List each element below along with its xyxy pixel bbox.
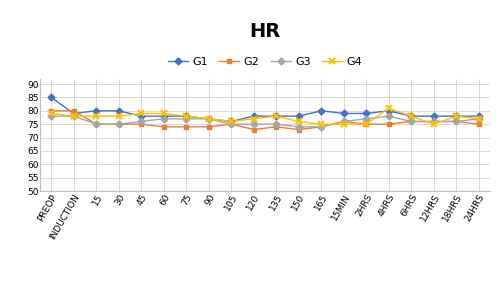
G4 — [341, 123, 347, 126]
G3 — [296, 125, 302, 128]
Line: G3: G3 — [49, 114, 481, 129]
G4 — [228, 120, 234, 123]
G2 — [161, 125, 167, 128]
G1 — [161, 114, 167, 118]
Line: G2: G2 — [49, 108, 481, 132]
G4 — [408, 114, 414, 118]
G1 — [273, 114, 279, 118]
G2 — [431, 120, 437, 123]
G3 — [476, 117, 482, 121]
G1 — [363, 112, 369, 115]
G1 — [93, 109, 99, 112]
G3 — [71, 114, 77, 118]
G1 — [183, 114, 189, 118]
G4 — [453, 114, 459, 118]
G2 — [408, 120, 414, 123]
G2 — [138, 123, 144, 126]
G2 — [341, 120, 347, 123]
G3 — [93, 123, 99, 126]
G1 — [71, 112, 77, 115]
G4 — [431, 123, 437, 126]
G2 — [48, 109, 54, 112]
G3 — [183, 117, 189, 121]
G3 — [206, 117, 212, 121]
G1 — [453, 114, 459, 118]
G4 — [93, 114, 99, 118]
G4 — [206, 117, 212, 121]
G1 — [476, 114, 482, 118]
G4 — [251, 117, 257, 121]
G4 — [138, 112, 144, 115]
G3 — [318, 125, 324, 128]
G2 — [93, 123, 99, 126]
G1 — [386, 109, 392, 112]
G3 — [273, 123, 279, 126]
G2 — [318, 125, 324, 128]
G2 — [273, 125, 279, 128]
G2 — [183, 125, 189, 128]
Title: HR: HR — [250, 22, 280, 41]
G3 — [48, 114, 54, 118]
G3 — [386, 114, 392, 118]
G2 — [116, 123, 122, 126]
G2 — [386, 123, 392, 126]
Line: G1: G1 — [49, 95, 481, 124]
G3 — [228, 123, 234, 126]
G1 — [48, 96, 54, 99]
G2 — [453, 120, 459, 123]
G3 — [138, 120, 144, 123]
G1 — [318, 109, 324, 112]
G2 — [363, 123, 369, 126]
G1 — [251, 114, 257, 118]
G4 — [48, 112, 54, 115]
G4 — [318, 123, 324, 126]
G4 — [296, 120, 302, 123]
G3 — [251, 123, 257, 126]
Legend: G1, G2, G3, G4: G1, G2, G3, G4 — [164, 53, 366, 72]
Line: G4: G4 — [48, 105, 482, 127]
G1 — [138, 114, 144, 118]
G3 — [408, 120, 414, 123]
G3 — [161, 117, 167, 121]
G1 — [116, 109, 122, 112]
G4 — [161, 112, 167, 115]
G3 — [363, 117, 369, 121]
G4 — [183, 114, 189, 118]
G4 — [476, 117, 482, 121]
G2 — [228, 123, 234, 126]
G4 — [273, 114, 279, 118]
G4 — [386, 106, 392, 110]
G2 — [251, 128, 257, 131]
G1 — [206, 117, 212, 121]
G1 — [408, 114, 414, 118]
G4 — [363, 123, 369, 126]
G2 — [296, 128, 302, 131]
G2 — [476, 123, 482, 126]
G1 — [431, 114, 437, 118]
G3 — [431, 120, 437, 123]
G1 — [228, 120, 234, 123]
G3 — [453, 120, 459, 123]
G1 — [341, 112, 347, 115]
G2 — [206, 125, 212, 128]
G3 — [116, 123, 122, 126]
G3 — [341, 120, 347, 123]
G2 — [71, 109, 77, 112]
G1 — [296, 114, 302, 118]
G4 — [71, 114, 77, 118]
G4 — [116, 114, 122, 118]
